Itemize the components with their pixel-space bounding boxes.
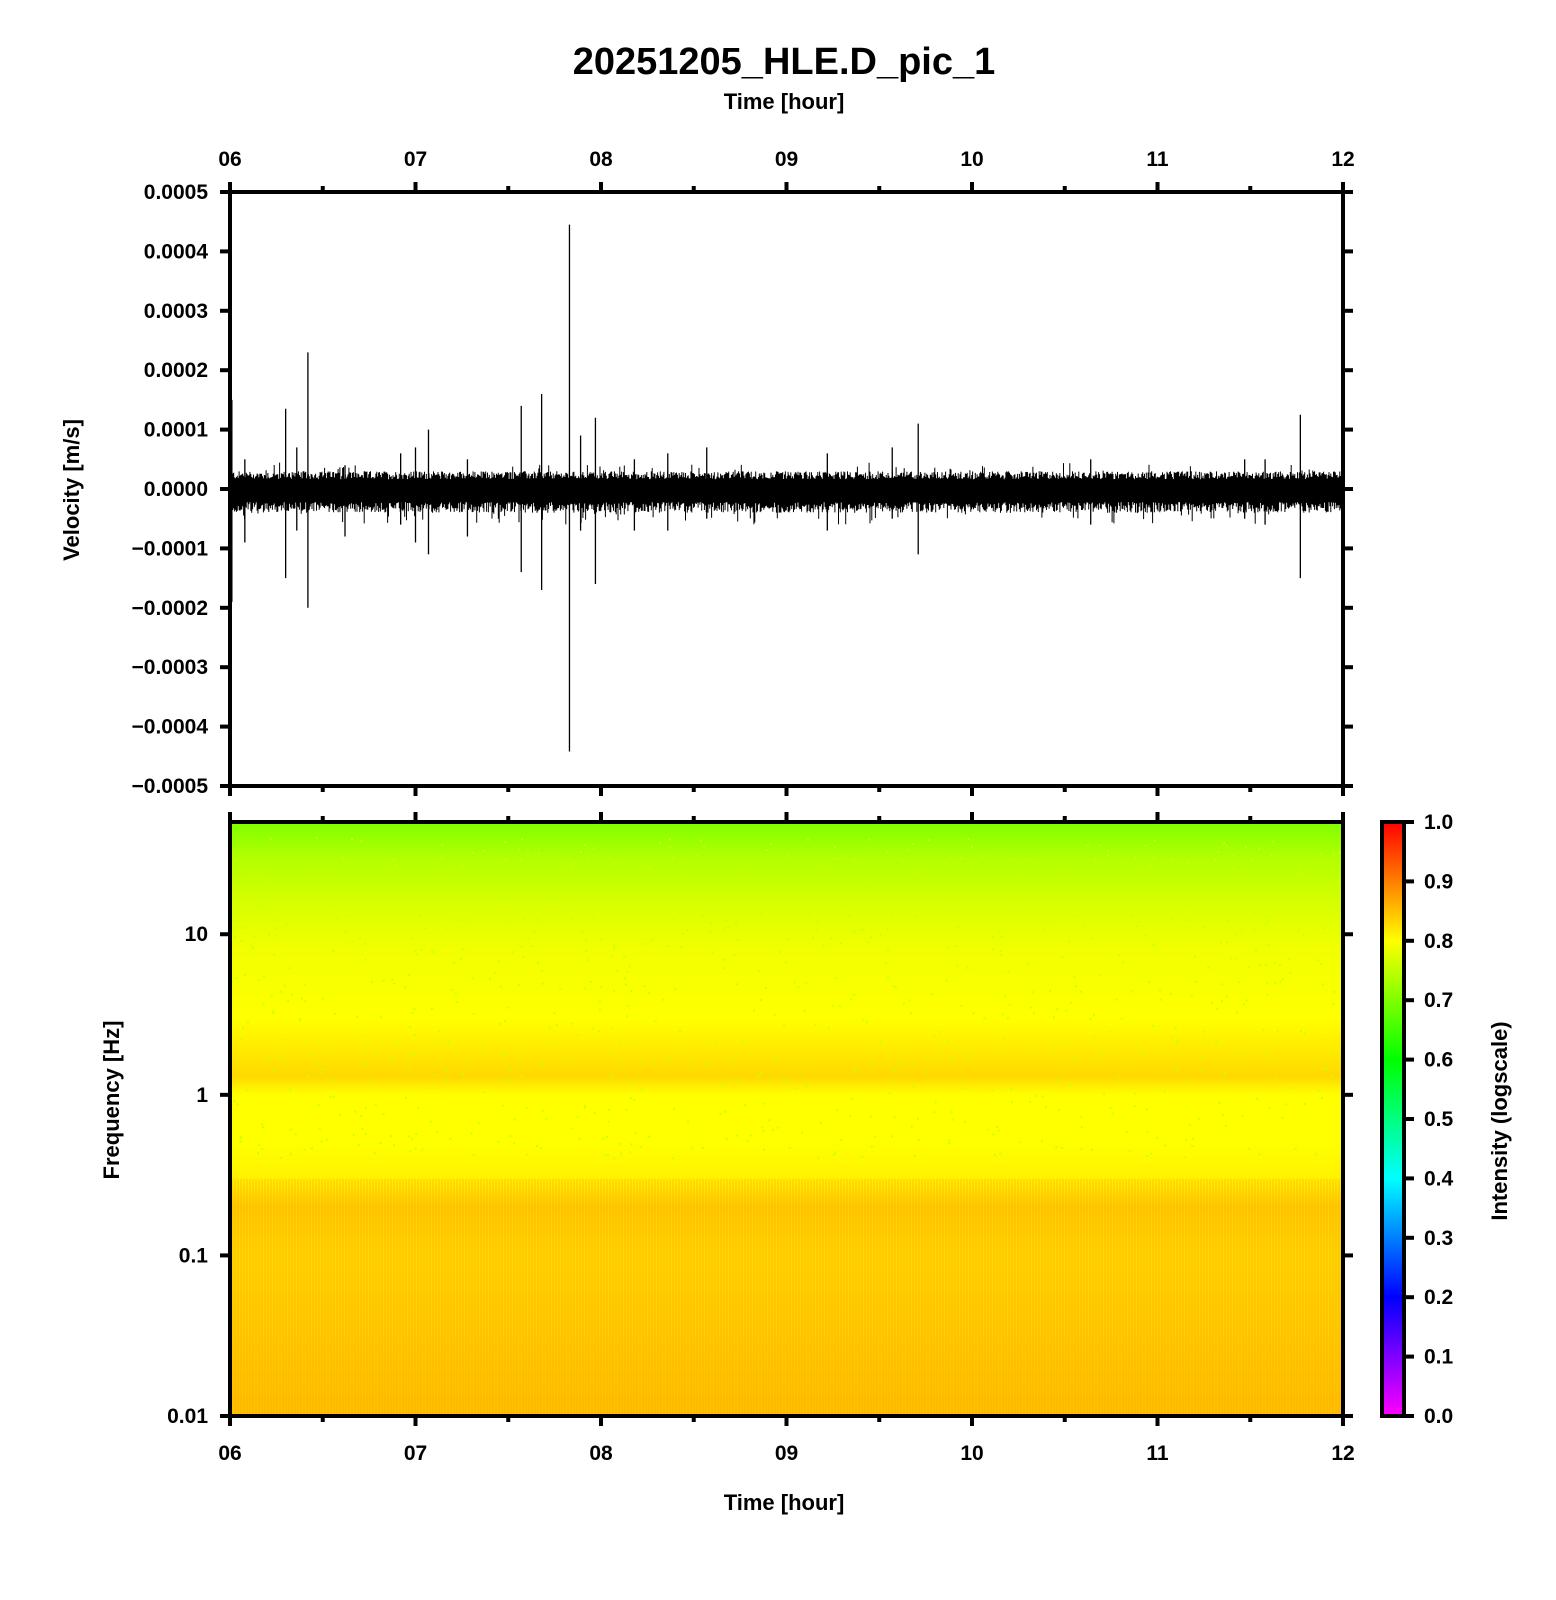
velocity-tick-label: 0.0001 bbox=[144, 419, 209, 442]
frequency-tick-label: 10 bbox=[185, 923, 208, 946]
colorbar-tick-label: 0.4 bbox=[1424, 1167, 1454, 1190]
waveform-panel: 06 07 08 09 10 11 12 0.0005 0.0004 0.0003 0.0002 0.… bbox=[132, 148, 1355, 798]
frequency-tick-label: 1 bbox=[196, 1084, 208, 1107]
velocity-tick-label: −0.0005 bbox=[132, 775, 209, 798]
bottom-x-tick-label: 07 bbox=[404, 1442, 427, 1465]
bottom-x-axis-label: Time [hour] bbox=[724, 1490, 845, 1515]
waveform-noise-band bbox=[230, 462, 1343, 525]
colorbar-tick-label: 1.0 bbox=[1424, 811, 1453, 834]
frequency-tick-label: 0.1 bbox=[179, 1244, 209, 1267]
bottom-x-tick-label: 09 bbox=[775, 1442, 798, 1465]
velocity-tick-label: −0.0002 bbox=[132, 597, 209, 620]
colorbar-fill bbox=[1382, 822, 1404, 1416]
top-x-axis-label: Time [hour] bbox=[724, 89, 845, 114]
velocity-tick-label: −0.0001 bbox=[132, 537, 209, 560]
velocity-tick-label: 0.0004 bbox=[144, 240, 209, 263]
bottom-x-tick-label: 06 bbox=[218, 1442, 241, 1465]
frequency-tick-label: 0.01 bbox=[167, 1405, 208, 1428]
colorbar-tick-label: 0.7 bbox=[1424, 989, 1453, 1012]
colorbar-tick-label: 0.8 bbox=[1424, 930, 1454, 953]
bottom-x-tick-label: 12 bbox=[1331, 1442, 1354, 1465]
velocity-tick-label: 0.0005 bbox=[144, 181, 209, 204]
bottom-x-tick-label: 10 bbox=[960, 1442, 983, 1465]
colorbar-tick-label: 0.9 bbox=[1424, 870, 1453, 893]
top-x-tick-label: 12 bbox=[1331, 148, 1354, 171]
velocity-tick-label: −0.0004 bbox=[132, 716, 209, 739]
top-x-tick-label: 08 bbox=[589, 148, 613, 171]
colorbar-tick-label: 0.3 bbox=[1424, 1227, 1453, 1250]
colorbar-tick-label: 0.5 bbox=[1424, 1108, 1454, 1131]
velocity-tick-label: 0.0002 bbox=[144, 359, 208, 382]
colorbar-label: Intensity (logscale) bbox=[1487, 1021, 1512, 1220]
colorbar-tick-label: 0.6 bbox=[1424, 1049, 1453, 1072]
top-x-tick-label: 11 bbox=[1146, 148, 1169, 171]
velocity-tick-label: 0.0000 bbox=[144, 478, 208, 501]
top-x-tick-label: 07 bbox=[404, 148, 427, 171]
velocity-tick-label: −0.0003 bbox=[132, 656, 209, 679]
velocity-tick-label: 0.0003 bbox=[144, 300, 208, 323]
velocity-axis-label: Velocity [m/s] bbox=[59, 419, 84, 561]
colorbar-tick-label: 0.1 bbox=[1424, 1346, 1454, 1369]
top-x-tick-label: 09 bbox=[775, 148, 798, 171]
figure-title: 20251205_HLE.D_pic_1 bbox=[573, 41, 996, 83]
colorbar-tick-label: 0.2 bbox=[1424, 1286, 1453, 1309]
colorbar: 1.0 0.9 0.8 0.7 0.6 0.5 0.4 0.3 0.2 0.1 0.0 bbox=[1380, 811, 1454, 1428]
spectrogram-panel: 06 07 08 09 10 11 12 10 1 0.1 0.01 bbox=[167, 812, 1355, 1465]
frequency-axis-label: Frequency [Hz] bbox=[99, 1021, 124, 1180]
bottom-x-tick-label: 08 bbox=[589, 1442, 613, 1465]
top-x-tick-label: 10 bbox=[960, 148, 983, 171]
colorbar-tick-label: 0.0 bbox=[1424, 1405, 1453, 1428]
top-x-tick-label: 06 bbox=[218, 148, 241, 171]
bottom-x-tick-label: 11 bbox=[1146, 1442, 1169, 1465]
